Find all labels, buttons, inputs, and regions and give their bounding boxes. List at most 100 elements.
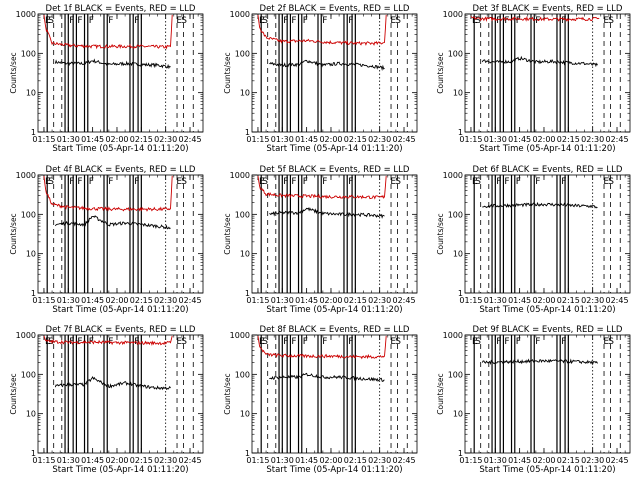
annotation-label: S — [608, 337, 614, 347]
annotation-label: F — [496, 16, 501, 26]
annotation-label: E — [176, 177, 182, 187]
annotation-label: F — [291, 177, 296, 187]
x-tick-label: 01:30 — [271, 456, 294, 465]
x-tick-label: 01:30 — [484, 456, 507, 465]
y-tick-label: 100 — [235, 49, 250, 58]
y-tick-label: 1000 — [443, 331, 463, 340]
annotation-label: F — [535, 16, 540, 26]
x-tick-label: 02:30 — [368, 135, 391, 144]
x-tick-label: 02:45 — [605, 456, 628, 465]
x-tick-label: 02:45 — [178, 135, 201, 144]
annotation-label: S — [475, 16, 481, 26]
annotation-label: E — [390, 337, 396, 347]
y-tick-label: 10 — [453, 89, 463, 98]
x-tick-label: 01:30 — [271, 135, 294, 144]
annotation-label: S — [475, 337, 481, 347]
y-tick-label: 100 — [21, 49, 36, 58]
series-line-lld — [257, 335, 387, 360]
annotation-label: F — [504, 337, 509, 347]
chart-title: Det 5f BLACK = Events, RED = LLD — [260, 165, 410, 175]
annotation-label: S — [262, 337, 268, 347]
x-tick-label: 01:45 — [295, 296, 318, 305]
y-tick-label: 1000 — [16, 331, 36, 340]
y-axis-title: Counts/sec — [436, 52, 445, 93]
plot-frame — [464, 334, 631, 454]
x-tick-label: 01:30 — [57, 296, 80, 305]
x-tick-label: 02:45 — [605, 296, 628, 305]
annotation-label: E — [390, 16, 396, 26]
plot-frame — [37, 334, 204, 454]
x-tick-label: 02:15 — [344, 296, 367, 305]
annotation-label: F — [283, 16, 288, 26]
series-line-lld — [470, 15, 600, 22]
x-axis-title: Start Time (05-Apr-14 01:11:20) — [266, 144, 402, 154]
series-line-lld — [257, 14, 387, 46]
annotation-label: E — [259, 337, 265, 347]
annotation-label: F — [322, 177, 327, 187]
y-tick-label: 10 — [453, 250, 463, 259]
x-axis-title: Start Time (05-Apr-14 01:11:20) — [266, 465, 402, 475]
y-axis-title: Counts/sec — [223, 373, 232, 414]
series-line-lld — [257, 175, 387, 200]
annotation-label: E — [259, 177, 265, 187]
annotation-label: F — [561, 177, 566, 187]
annotation-label: F — [535, 337, 540, 347]
annotation-label: F — [504, 16, 509, 26]
series-line-events — [481, 55, 598, 68]
x-tick-label: 02:00 — [319, 456, 342, 465]
annotation-label: F — [561, 337, 566, 347]
series-line-events — [54, 215, 171, 230]
annotation-label: F — [348, 16, 353, 26]
y-axis-title: Counts/sec — [223, 52, 232, 93]
annotation-label: E — [472, 177, 478, 187]
x-tick-label: 01:45 — [81, 456, 104, 465]
annotation-label: S — [608, 16, 614, 26]
annotation-label: F — [108, 177, 113, 187]
x-tick-label: 02:00 — [105, 456, 128, 465]
annotation-label: F — [504, 177, 509, 187]
chart-title: Det 8f BLACK = Events, RED = LLD — [260, 325, 410, 335]
x-tick-label: 01:45 — [295, 456, 318, 465]
series-line-lld — [43, 175, 173, 212]
chart-title: Det 9f BLACK = Events, RED = LLD — [473, 325, 623, 335]
y-tick-label: 10 — [240, 250, 250, 259]
x-axis-title: Start Time (05-Apr-14 01:11:20) — [266, 305, 402, 315]
y-tick-label: 1000 — [16, 10, 36, 19]
x-tick-label: 01:45 — [508, 296, 531, 305]
annotation-label: E — [472, 16, 478, 26]
annotation-label: F — [89, 337, 94, 347]
annotation-label: S — [181, 337, 187, 347]
x-tick-label: 01:15 — [246, 135, 269, 144]
x-tick-label: 02:30 — [154, 456, 177, 465]
x-axis-title: Start Time (05-Apr-14 01:11:20) — [52, 144, 188, 154]
annotation-label: E — [603, 16, 609, 26]
y-tick-label: 1 — [458, 128, 463, 137]
y-tick-label: 100 — [21, 370, 36, 379]
x-tick-label: 02:45 — [392, 456, 415, 465]
y-axis-title: Counts/sec — [9, 213, 18, 254]
x-tick-label: 01:30 — [484, 296, 507, 305]
x-tick-label: 02:15 — [130, 296, 153, 305]
y-tick-label: 100 — [235, 370, 250, 379]
x-tick-label: 02:00 — [105, 296, 128, 305]
annotation-label: S — [395, 177, 401, 187]
annotation-label: E — [45, 16, 51, 26]
y-tick-label: 10 — [240, 410, 250, 419]
x-tick-label: 02:45 — [392, 135, 415, 144]
annotation-label: F — [89, 16, 94, 26]
chart-title: Det 2f BLACK = Events, RED = LLD — [260, 4, 410, 14]
x-tick-label: 02:15 — [130, 135, 153, 144]
annotation-label: F — [291, 337, 296, 347]
y-tick-label: 100 — [448, 370, 463, 379]
series-line-events — [269, 207, 385, 219]
series-line-events — [481, 358, 598, 366]
x-tick-label: 02:30 — [154, 135, 177, 144]
annotation-label: F — [77, 337, 82, 347]
x-tick-label: 02:15 — [557, 456, 580, 465]
x-tick-label: 01:15 — [246, 296, 269, 305]
